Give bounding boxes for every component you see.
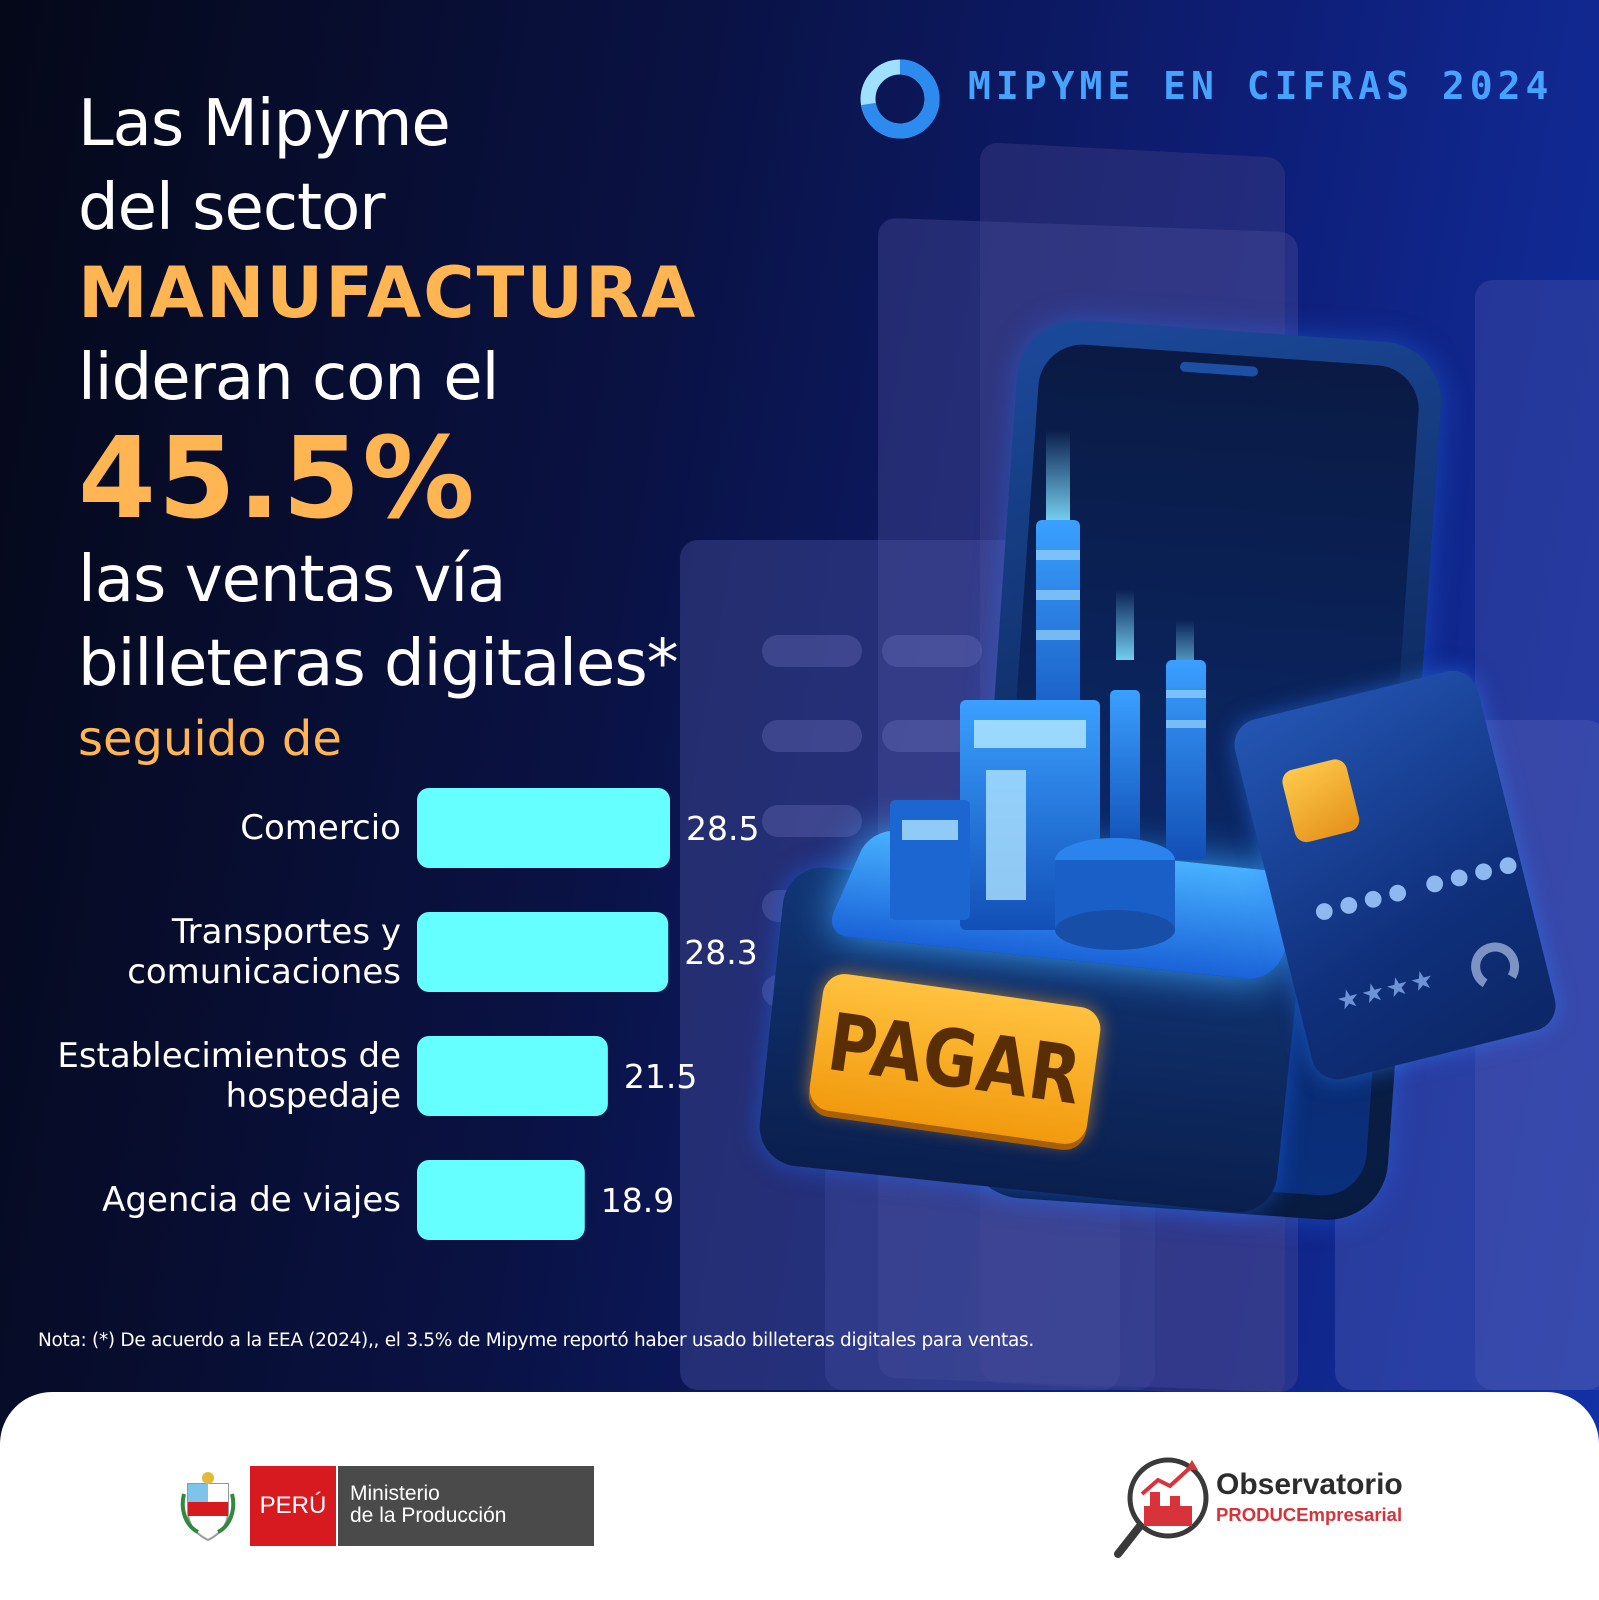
category-label-line: hospedaje (225, 1076, 401, 1116)
factory-icon (890, 430, 1206, 950)
observatory-title: Observatorio (1216, 1468, 1403, 1501)
bar-2 (417, 1036, 608, 1116)
category-label-0: Comercio (21, 808, 401, 848)
bg-window (762, 720, 862, 752)
ring-logo-icon (860, 59, 940, 139)
value-label-3: 18.9 (601, 1181, 674, 1220)
category-label-1: Transportes y comunicaciones (21, 912, 401, 992)
category-label-2: Establecimientos de hospedaje (21, 1036, 401, 1116)
observatory-magnifier-icon (1114, 1457, 1209, 1558)
value-label-1: 28.3 (684, 933, 757, 972)
category-label-line: comunicaciones (127, 952, 401, 992)
bar-chart-svg: 28.5 28.3 21.5 18.9 (417, 788, 759, 1240)
headline-line: lideran con el (78, 341, 499, 415)
footnote: Nota: (*) De acuerdo a la EEA (2024),, e… (38, 1330, 1034, 1351)
card-stars: ★★★★ (1333, 963, 1440, 1018)
category-label-line: Agencia de viajes (102, 1180, 401, 1220)
coat-of-arms-icon (180, 1472, 236, 1542)
card-logo-icon (1466, 937, 1525, 996)
headline: Las Mipyme del sector MANUFACTURA lidera… (78, 82, 697, 772)
card-chip-icon (1279, 756, 1362, 845)
footer: PERÚ Ministerio de la Producción Observa… (0, 1392, 1599, 1600)
brand-title: MIPYME EN CIFRAS 2024 (968, 64, 1554, 108)
bg-window (762, 635, 862, 667)
gov-ministry-line: de la Producción (350, 1504, 507, 1527)
headline-percentage: 45.5% (78, 414, 477, 544)
bg-window (762, 805, 862, 837)
bar-1 (417, 912, 669, 992)
headline-line: billeteras digitales* (78, 627, 679, 701)
value-label-2: 21.5 (624, 1057, 697, 1096)
category-label-line: Establecimientos de (57, 1036, 401, 1076)
bar-0 (417, 788, 670, 868)
gov-country: PERÚ (250, 1466, 336, 1546)
bar-chart: 28.5 28.3 21.5 18.9 Comercio Transportes y co… (0, 780, 800, 1250)
gov-ministry-line: Ministerio (350, 1482, 440, 1505)
bar-3 (417, 1160, 585, 1240)
bg-window (882, 635, 982, 667)
gov-ministry: Ministerio de la Producción (336, 1466, 594, 1546)
observatory-subtitle: PRODUCEmpresarial (1216, 1504, 1403, 1525)
headline-line: Las Mipyme (78, 87, 451, 161)
value-label-0: 28.5 (686, 809, 759, 848)
pay-button-label: PAGAR (822, 995, 1088, 1123)
headline-sector: MANUFACTURA (78, 252, 698, 334)
card-number-dots: ●●●● ●●●● (1311, 848, 1527, 926)
category-label-line: Transportes y (171, 912, 401, 952)
headline-followed: seguido de (78, 711, 342, 767)
government-logo: PERÚ Ministerio de la Producción (250, 1466, 594, 1546)
headline-line: del sector (78, 171, 386, 245)
category-label-line: Comercio (240, 808, 401, 848)
category-label-3: Agencia de viajes (21, 1180, 401, 1220)
headline-line: las ventas vía (78, 543, 506, 617)
